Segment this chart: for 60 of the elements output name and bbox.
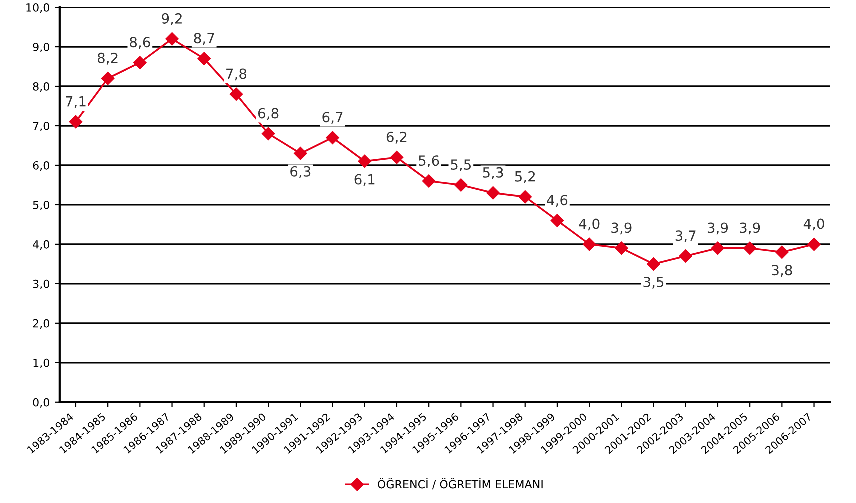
data-label: 4,0 — [804, 218, 824, 231]
point — [166, 32, 179, 46]
y-tick-label: 0,0 — [33, 398, 50, 408]
y-tick-label: 5,0 — [33, 200, 50, 210]
data-label: 3,5 — [644, 276, 664, 289]
data-label: 8,6 — [130, 37, 150, 50]
data-label: 5,3 — [483, 167, 504, 180]
data-label: 6,2 — [386, 132, 407, 144]
data-label: 6,8 — [258, 108, 279, 120]
y-tick-label: 7,0 — [33, 122, 50, 132]
y-tick-label: 8,0 — [33, 82, 50, 92]
point — [358, 154, 372, 168]
point — [326, 131, 340, 144]
data-label: 8,2 — [98, 52, 118, 65]
point — [134, 56, 147, 70]
data-label: 9,2 — [162, 13, 182, 26]
data-label: 3,8 — [772, 265, 792, 278]
data-label: 7,1 — [66, 96, 86, 108]
point — [198, 52, 211, 66]
legend-label: ÖĞRENCİ / ÖĞRETİM ELEMANI — [378, 478, 543, 490]
point — [294, 147, 308, 160]
data-label: 5,6 — [419, 156, 440, 168]
data-label: 3,9 — [708, 222, 728, 235]
y-tick-label: 2,0 — [33, 319, 50, 329]
point — [518, 190, 532, 204]
point — [422, 174, 436, 188]
point — [679, 250, 692, 263]
data-label: 3,9 — [612, 222, 632, 235]
point — [454, 178, 468, 192]
point — [711, 242, 725, 255]
data-label: 3,7 — [676, 230, 696, 243]
y-tick-label: 6,0 — [33, 161, 50, 171]
point — [615, 242, 628, 255]
data-label: 8,7 — [194, 33, 214, 46]
point — [550, 214, 564, 228]
point — [101, 72, 115, 86]
y-tick-label: 10,0 — [26, 4, 50, 14]
point — [808, 238, 821, 252]
point — [262, 127, 276, 140]
y-tick-label: 4,0 — [33, 240, 50, 250]
data-label: 6,3 — [290, 166, 311, 178]
point — [647, 258, 660, 271]
point — [486, 186, 500, 200]
point — [776, 246, 789, 259]
data-label: 4,0 — [579, 218, 600, 231]
data-label: 6,1 — [354, 174, 375, 186]
data-label: 5,2 — [515, 171, 536, 184]
y-tick-label: 3,0 — [33, 280, 50, 290]
point — [69, 115, 83, 129]
data-label: 4,6 — [547, 195, 568, 207]
data-label: 5,5 — [451, 160, 471, 172]
data-label: 7,8 — [226, 68, 247, 81]
data-label: 6,7 — [322, 112, 343, 124]
point — [390, 151, 404, 164]
point — [582, 238, 596, 252]
y-tick-label: 1,0 — [34, 358, 50, 368]
point — [230, 88, 244, 101]
data-label: 3,9 — [740, 222, 760, 235]
point — [743, 242, 757, 255]
y-tick-label: 9,0 — [33, 43, 50, 53]
